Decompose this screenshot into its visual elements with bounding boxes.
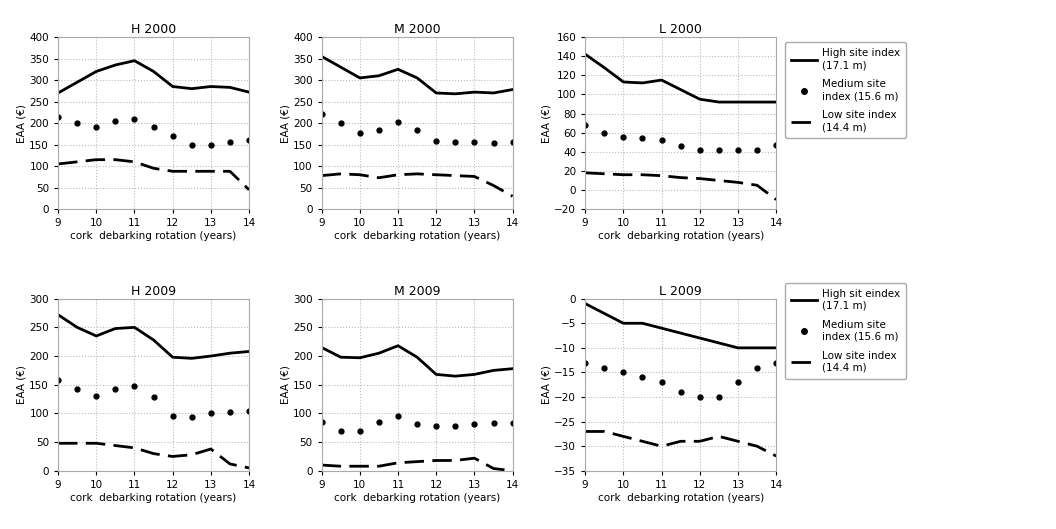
Title: L 2000: L 2000 <box>659 23 702 36</box>
Title: H 2000: H 2000 <box>131 23 176 36</box>
Title: H 2009: H 2009 <box>131 285 176 297</box>
Y-axis label: EAA (€): EAA (€) <box>280 366 290 404</box>
X-axis label: cork  debarking rotation (years): cork debarking rotation (years) <box>598 231 763 241</box>
Legend: High sit eindex
(17.1 m), Medium site
index (15.6 m), Low site index
(14.4 m): High sit eindex (17.1 m), Medium site in… <box>785 283 906 379</box>
Y-axis label: EAA (€): EAA (€) <box>280 104 290 142</box>
Y-axis label: EAA (€): EAA (€) <box>17 366 26 404</box>
Y-axis label: EAA (€): EAA (€) <box>17 104 26 142</box>
Title: M 2009: M 2009 <box>394 285 440 297</box>
Legend: High site index
(17.1 m), Medium site
index (15.6 m), Low site index
(14.4 m): High site index (17.1 m), Medium site in… <box>785 42 906 138</box>
Y-axis label: EAA (€): EAA (€) <box>542 104 551 142</box>
Title: L 2009: L 2009 <box>659 285 702 297</box>
Y-axis label: EAA (€): EAA (€) <box>542 366 551 404</box>
Title: M 2000: M 2000 <box>394 23 440 36</box>
X-axis label: cork  debarking rotation (years): cork debarking rotation (years) <box>334 492 501 503</box>
X-axis label: cork  debarking rotation (years): cork debarking rotation (years) <box>334 231 501 241</box>
X-axis label: cork  debarking rotation (years): cork debarking rotation (years) <box>598 492 763 503</box>
X-axis label: cork  debarking rotation (years): cork debarking rotation (years) <box>71 231 237 241</box>
X-axis label: cork  debarking rotation (years): cork debarking rotation (years) <box>71 492 237 503</box>
